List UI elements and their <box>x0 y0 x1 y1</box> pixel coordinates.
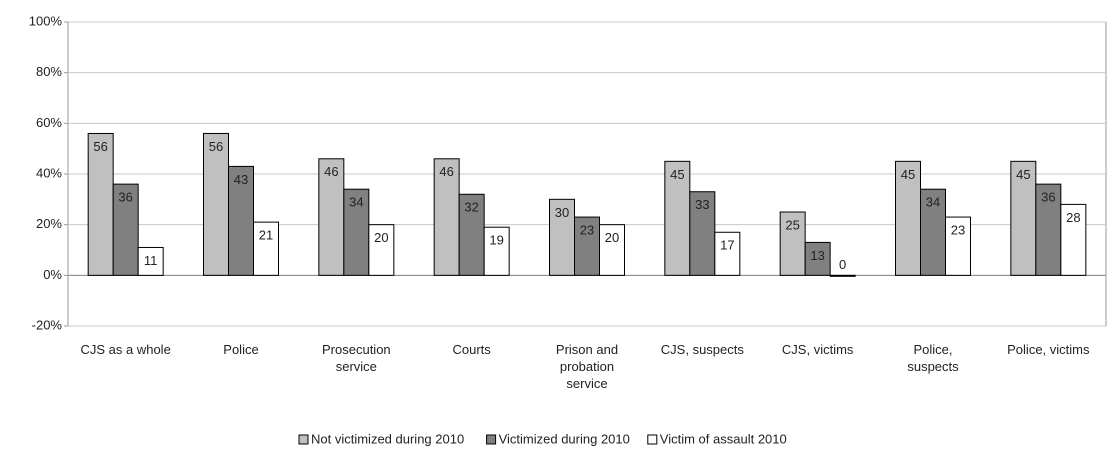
legend-swatch <box>298 434 309 445</box>
data-label: 13 <box>810 248 824 263</box>
legend-label: Victim of assault 2010 <box>660 431 787 446</box>
bar <box>203 132 229 276</box>
bar <box>945 216 971 276</box>
data-label: 30 <box>555 205 569 220</box>
legend-label: Victimized during 2010 <box>499 431 630 446</box>
data-label: 56 <box>93 139 107 154</box>
bar <box>483 226 510 276</box>
legend-label: Not victimized during 2010 <box>311 431 464 446</box>
x-tick-label: CJS, suspects <box>660 342 744 357</box>
data-label: 23 <box>951 223 965 238</box>
data-label: 34 <box>926 195 940 210</box>
bar <box>689 191 716 276</box>
x-tick-label: Police <box>223 342 259 357</box>
data-label: 21 <box>259 228 273 243</box>
bar <box>804 241 831 276</box>
data-label: 32 <box>464 200 478 215</box>
bar <box>458 193 485 276</box>
bar <box>318 158 345 276</box>
x-tick-label: Police, suspects <box>907 342 959 374</box>
data-label: 56 <box>209 139 223 154</box>
x-tick-label: Police, victims <box>1007 342 1090 357</box>
bar <box>829 274 856 277</box>
data-label: 28 <box>1066 210 1080 225</box>
bar <box>599 224 625 276</box>
data-label: 45 <box>901 167 915 182</box>
bar <box>779 211 806 276</box>
bar <box>253 221 279 276</box>
data-label: 43 <box>234 172 248 187</box>
bar <box>137 246 164 276</box>
data-label: 45 <box>670 167 684 182</box>
bar <box>343 188 370 276</box>
y-tick-label: 100% <box>29 13 63 28</box>
bar <box>87 132 114 276</box>
bar <box>433 158 460 276</box>
bar <box>920 188 946 276</box>
x-tick-label: Prison and probation service <box>555 342 619 391</box>
data-label: 23 <box>580 223 594 238</box>
y-tick-label: 60% <box>36 115 62 130</box>
legend-swatch <box>486 434 497 445</box>
legend-swatch <box>647 434 658 445</box>
x-tick-label: Prosecution service <box>322 342 391 374</box>
y-tick-label: 0% <box>43 267 62 282</box>
data-label: 46 <box>324 164 338 179</box>
y-tick-label: 40% <box>36 165 62 180</box>
bar <box>228 165 254 276</box>
bar <box>368 224 395 276</box>
data-label: 36 <box>1041 190 1055 205</box>
bar <box>895 160 921 276</box>
x-tick-label: Courts <box>452 342 491 357</box>
bar <box>1010 160 1037 276</box>
y-tick-label: 20% <box>36 216 62 231</box>
data-label: 33 <box>695 197 709 212</box>
data-label: 20 <box>605 230 619 245</box>
x-tick-label: CJS, victims <box>781 342 854 357</box>
data-label: 46 <box>439 164 453 179</box>
y-tick-label: -20% <box>32 317 63 332</box>
y-tick-label: 80% <box>36 64 62 79</box>
data-label: 0 <box>839 257 846 272</box>
data-label: 19 <box>489 233 503 248</box>
data-label: 36 <box>118 190 132 205</box>
data-label: 11 <box>144 253 158 268</box>
bar <box>112 183 139 276</box>
bar <box>664 160 691 276</box>
data-label: 20 <box>374 230 388 245</box>
bar <box>549 198 575 276</box>
data-label: 34 <box>349 195 363 210</box>
data-label: 45 <box>1016 167 1030 182</box>
data-label: 17 <box>720 238 734 253</box>
bar <box>1060 203 1087 276</box>
data-label: 25 <box>785 217 799 232</box>
x-tick-label: CJS as a whole <box>80 342 171 357</box>
bar <box>714 231 741 276</box>
